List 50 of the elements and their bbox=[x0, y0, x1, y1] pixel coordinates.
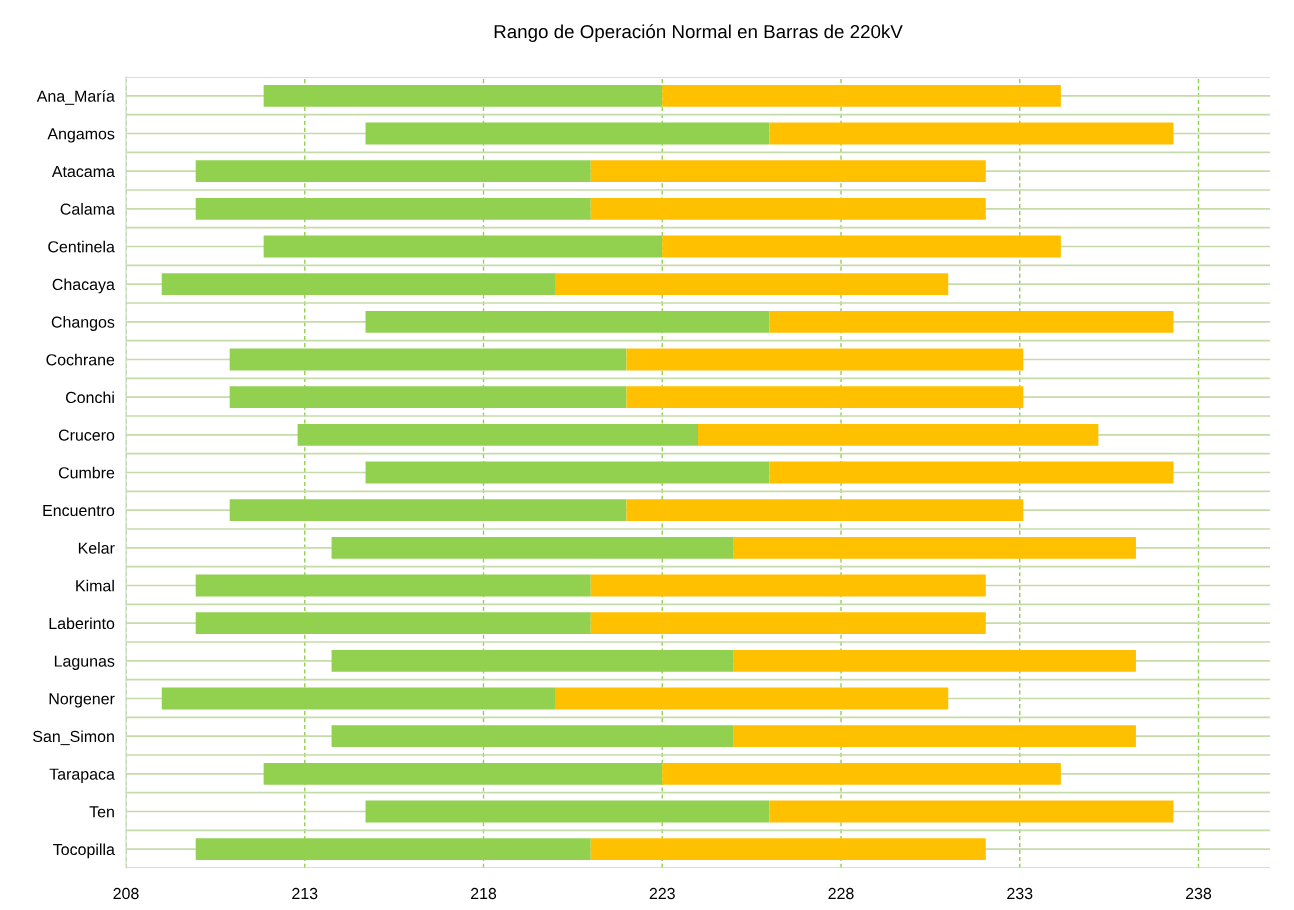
x-tick-label: 208 bbox=[113, 887, 139, 900]
y-tick-label: Ten bbox=[89, 806, 114, 818]
y-tick-label: Tocopilla bbox=[53, 843, 115, 859]
y-tick-label: Tarapaca bbox=[49, 768, 115, 783]
bar bbox=[590, 574, 986, 597]
y-tick-label: Atacama bbox=[51, 165, 115, 178]
y-tick-label: Cumbre bbox=[58, 466, 115, 479]
bar bbox=[590, 612, 986, 635]
chart-title: Rango de Operación Normal en Barras de 220kV bbox=[494, 24, 903, 42]
bar bbox=[626, 386, 1024, 409]
bar bbox=[733, 536, 1136, 559]
bar bbox=[769, 800, 1174, 823]
bar bbox=[626, 499, 1024, 522]
y-tick-label: Centinela bbox=[48, 240, 115, 253]
y-tick-label: Norgener bbox=[49, 693, 115, 708]
bar bbox=[698, 423, 1099, 446]
y-tick-label: Encuentro bbox=[43, 504, 115, 517]
y-tick-label: Kimal bbox=[76, 579, 114, 592]
y-tick-label: Calama bbox=[60, 203, 115, 215]
bar bbox=[590, 160, 986, 183]
bar bbox=[733, 649, 1136, 672]
bar bbox=[769, 310, 1174, 333]
x-tick-label: 228 bbox=[828, 887, 854, 900]
bar bbox=[662, 762, 1061, 785]
bar bbox=[590, 197, 986, 220]
bar bbox=[662, 84, 1061, 107]
x-tick-label: 223 bbox=[649, 887, 675, 900]
bar bbox=[555, 273, 949, 296]
x-tick-label: 233 bbox=[1007, 887, 1033, 900]
bar bbox=[769, 461, 1174, 484]
y-tick-label: San_Simon bbox=[33, 730, 114, 746]
y-tick-label: Conchi bbox=[65, 391, 114, 404]
x-tick-label: 218 bbox=[470, 887, 497, 900]
bar bbox=[626, 348, 1024, 371]
y-tick-label: Ana_María bbox=[36, 89, 115, 105]
bar bbox=[733, 725, 1136, 748]
x-tick-label: 238 bbox=[1185, 887, 1212, 900]
y-tick-label: Chacaya bbox=[52, 278, 115, 294]
y-tick-label: Angamos bbox=[47, 128, 115, 143]
y-tick-label: Changos bbox=[51, 316, 115, 331]
y-tick-label: Crucero bbox=[58, 429, 115, 441]
y-tick-label: Kelar bbox=[78, 542, 115, 554]
bar bbox=[590, 838, 986, 861]
y-tick-label: Lagunas bbox=[54, 655, 115, 670]
bar bbox=[555, 687, 949, 710]
y-tick-label: Laberinto bbox=[49, 617, 115, 630]
bar bbox=[662, 235, 1061, 258]
x-tick-label: 213 bbox=[292, 887, 318, 900]
y-tick-label: Cochrane bbox=[46, 353, 115, 366]
bar bbox=[769, 122, 1174, 145]
